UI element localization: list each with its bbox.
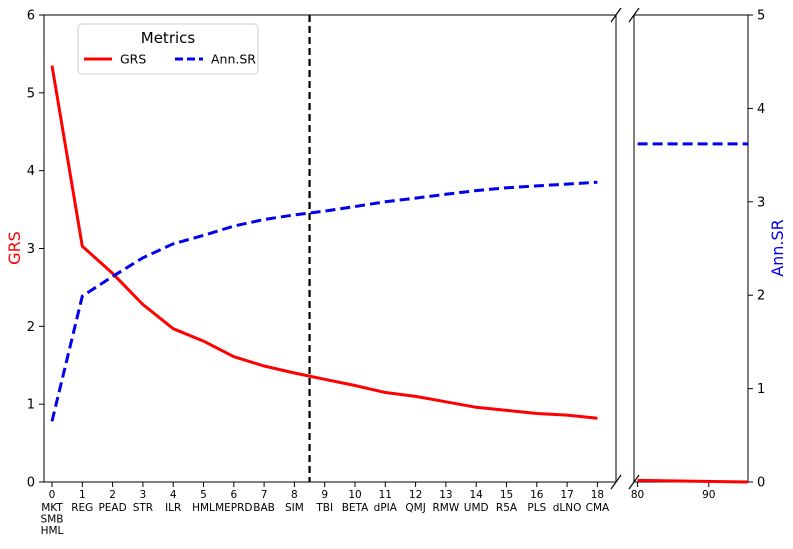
- plot-layer: 01234560123450MKTSMBHML1REG2PEAD3STR4ILR…: [27, 7, 765, 537]
- y-left-tick-label: 3: [27, 242, 35, 257]
- x-tick-label: 17: [560, 489, 573, 501]
- x-tick-label: 13: [439, 489, 452, 501]
- legend-box: [77, 23, 259, 75]
- x-category-label: dLNO: [553, 502, 582, 514]
- y-right-tick-label: 1: [757, 382, 765, 397]
- x-category-label: dPIA: [374, 502, 398, 514]
- y-left-tick-label: 6: [27, 9, 35, 24]
- x-tick-label: 15: [500, 489, 513, 501]
- x-category-label: BAB: [253, 502, 275, 514]
- x-category-label: R5A: [496, 502, 518, 514]
- x-tick-label: 5: [200, 489, 207, 501]
- x-category-label: TBI: [315, 502, 333, 514]
- ann-sr-line: [50, 180, 598, 422]
- x-category-label: REG: [71, 502, 93, 514]
- axis-break-mark: [610, 474, 622, 490]
- y-right-tick-label: 5: [757, 9, 765, 24]
- x-tick-label: 6: [230, 489, 237, 501]
- x-category-label: MKT: [41, 502, 63, 514]
- x-tick-label: 0: [49, 489, 56, 501]
- x-category-label: PLS: [527, 502, 546, 514]
- x-category-label: STR: [133, 502, 153, 514]
- axis-break-mark: [610, 7, 622, 23]
- right-panel-x-tick-label: 90: [702, 489, 715, 501]
- y-left-tick-label: 5: [27, 86, 35, 101]
- x-tick-label: 3: [140, 489, 147, 501]
- x-category-label: HML: [192, 502, 215, 514]
- y-right-tick-label: 4: [757, 102, 765, 117]
- y-left-tick-label: 0: [27, 476, 35, 491]
- x-tick-label: 4: [170, 489, 177, 501]
- x-category-label: QMJ: [405, 502, 425, 514]
- x-category-label: PEAD: [98, 502, 126, 514]
- x-tick-label: 14: [470, 489, 484, 501]
- x-tick-label: 1: [79, 489, 86, 501]
- x-tick-label: 2: [109, 489, 116, 501]
- x-tick-label: 11: [379, 489, 392, 501]
- x-category-label: MEPRD: [215, 502, 252, 514]
- legend-title: Metrics: [141, 29, 196, 47]
- grs-line: [50, 65, 598, 420]
- y-axis-left-label: GRS: [5, 231, 24, 265]
- x-tick-label: 18: [591, 489, 604, 501]
- right-panel-x-tick-label: 80: [631, 489, 644, 501]
- y-right-tick-label: 3: [757, 195, 765, 210]
- axis-break-mark: [628, 7, 640, 23]
- y-axis-right-label: Ann.SR: [768, 219, 787, 277]
- x-category-label: SIM: [285, 502, 304, 514]
- x-tick-label: 8: [291, 489, 298, 501]
- axis-break-mark: [628, 474, 640, 490]
- x-tick-label: 7: [261, 489, 268, 501]
- x-tick-label: 10: [348, 489, 361, 501]
- x-category-label: SMB: [41, 514, 64, 526]
- x-category-label: BETA: [342, 502, 369, 514]
- x-category-label: CMA: [586, 502, 610, 514]
- x-tick-label: 9: [321, 489, 328, 501]
- legend-ann-sr-label: Ann.SR: [211, 52, 256, 67]
- x-category-label: HML: [41, 525, 64, 537]
- right-panel-grs-line: [637, 478, 749, 484]
- x-category-label: UMD: [464, 502, 489, 514]
- y-left-tick-label: 1: [27, 398, 35, 413]
- x-category-label: ILR: [165, 502, 181, 514]
- x-tick-label: 12: [409, 489, 422, 501]
- y-left-tick-label: 4: [27, 164, 35, 179]
- x-tick-label: 16: [530, 489, 544, 501]
- y-right-tick-label: 0: [757, 476, 765, 491]
- y-left-tick-label: 2: [27, 320, 35, 335]
- y-right-tick-label: 2: [757, 289, 765, 304]
- legend-grs-label: GRS: [120, 52, 146, 67]
- x-category-label: RMW: [433, 502, 460, 514]
